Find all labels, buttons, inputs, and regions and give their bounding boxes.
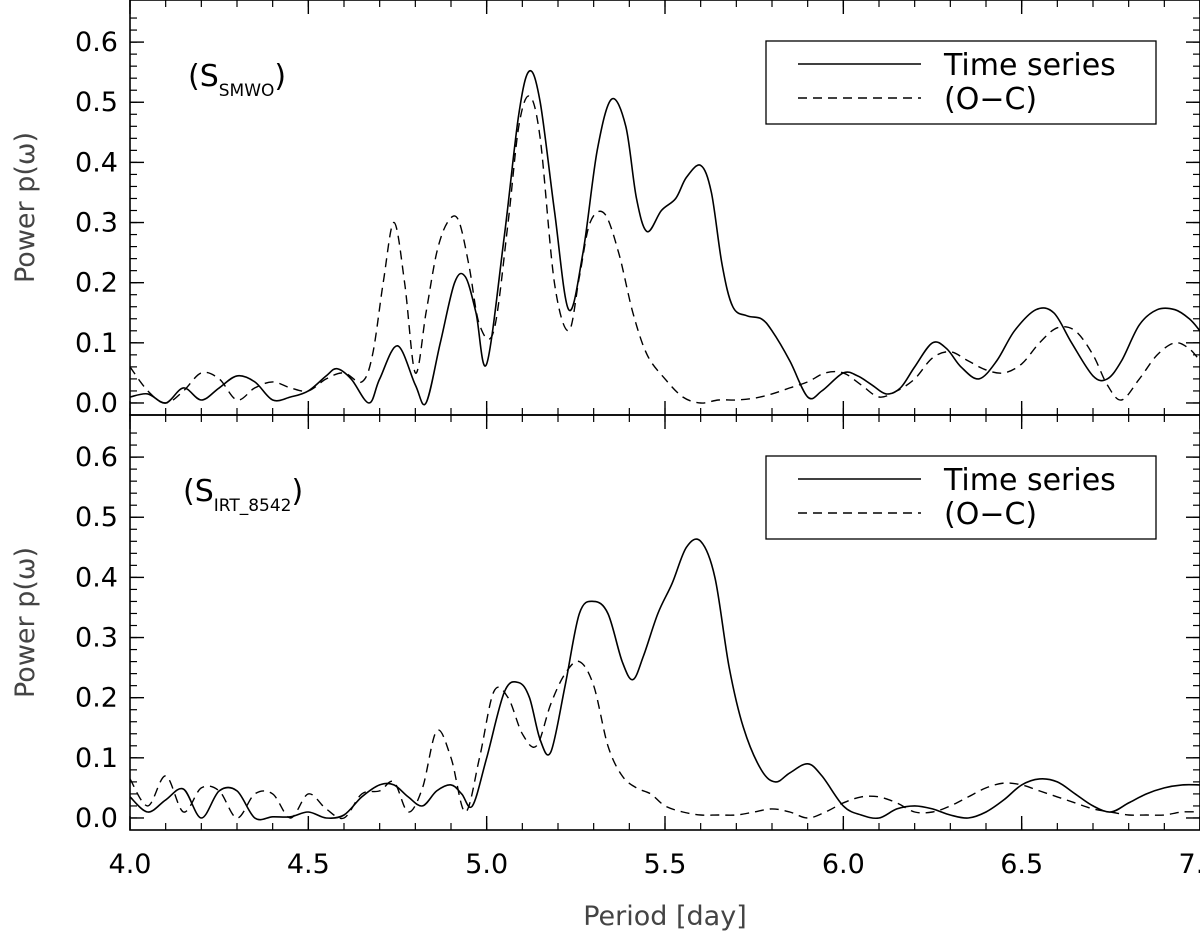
panel-label: (SSMWO)	[188, 59, 286, 101]
x-tick-label: 7.0	[1179, 849, 1200, 880]
y-tick-label: 0.2	[75, 268, 118, 299]
y-tick-label: 0.6	[75, 442, 118, 473]
legend-label: Time series	[943, 48, 1116, 83]
series-line-oc	[130, 660, 1200, 820]
y-axis-title: Power p(ω)	[10, 132, 41, 283]
y-tick-label: 0.5	[75, 502, 118, 533]
panel-bottom: 0.0 0.1 0.2 0.3 0.4 0.5 0.6 Power p(ω) Time seri…	[10, 414, 1200, 834]
legend-label: Time series	[943, 463, 1116, 498]
y-tick-label: 0.5	[75, 87, 118, 118]
y-tick-label: 0.4	[75, 562, 118, 593]
series-line-time-series	[130, 70, 1200, 406]
legend-label: (O−C)	[944, 82, 1037, 117]
x-tick-label: 6.5	[1000, 849, 1043, 880]
y-tick-label: 0.1	[75, 743, 118, 774]
x-tick-label: 4.0	[109, 849, 152, 880]
y-tick-label: 0.2	[75, 683, 118, 714]
y-tick-label: 0.0	[75, 388, 118, 419]
series-line-oc	[130, 95, 1200, 404]
series-line-time-series	[130, 538, 1200, 821]
y-tick-label: 0.0	[75, 803, 118, 834]
x-tick-label: 5.5	[644, 849, 687, 880]
y-tick-label: 0.4	[75, 147, 118, 178]
legend-box	[765, 40, 1157, 125]
y-tick-label: 0.3	[75, 208, 118, 239]
legend: Time series(O−C)	[765, 40, 1157, 125]
x-axis: Period [day] 4.0 4.5 5.0 5.5 6.0 6.5 7.0	[109, 849, 1200, 932]
legend-label: (O−C)	[944, 497, 1037, 532]
x-tick-label: 5.0	[465, 849, 508, 880]
x-tick-label: 4.5	[287, 849, 330, 880]
x-tick-label: 6.0	[822, 849, 865, 880]
panel-label: (SIRT_8542)	[183, 474, 303, 516]
x-axis-title: Period [day]	[583, 901, 747, 932]
y-axis-title: Power p(ω)	[10, 547, 41, 698]
y-tick-label: 0.3	[75, 623, 118, 654]
panel-top: 0.0 0.1 0.2 0.3 0.4 0.5 0.6 Power p(ω) Time seri…	[10, 0, 1200, 419]
y-tick-label: 0.1	[75, 328, 118, 359]
y-tick-label: 0.6	[75, 27, 118, 58]
legend-box	[765, 455, 1157, 540]
legend: Time series(O−C)	[765, 455, 1157, 540]
